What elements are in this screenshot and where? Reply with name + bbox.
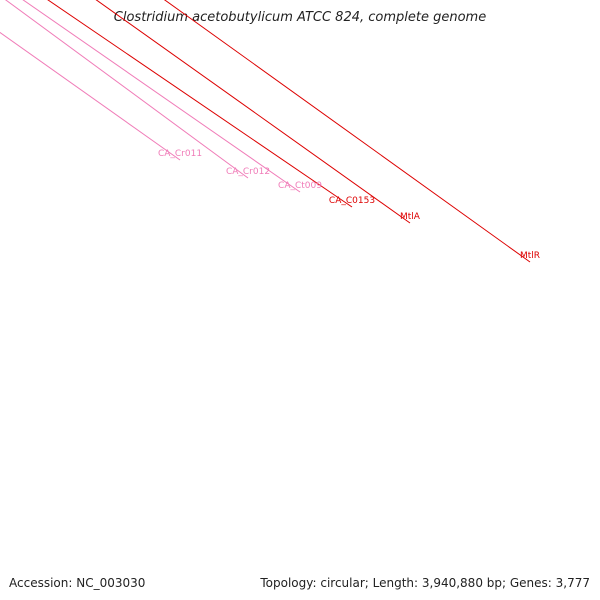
leader-line bbox=[47, 0, 353, 208]
leader-line bbox=[95, 0, 411, 224]
gene-label: CA_Cr012 bbox=[226, 167, 270, 177]
leader-line bbox=[5, 0, 249, 179]
map-title: Clostridium acetobutylicum ATCC 824, com… bbox=[113, 10, 487, 25]
gene-labels: CA_Cr011 CA_Cr012 CA_Ct009 CA_C0153 MtlA MtlR bbox=[158, 149, 540, 261]
gene-label: MtlA bbox=[400, 212, 421, 222]
leader-line bbox=[22, 0, 301, 193]
leader-line bbox=[0, 31, 181, 161]
gene-label: CA_Cr011 bbox=[158, 149, 202, 159]
label-leaders bbox=[0, 0, 531, 263]
leader-line bbox=[163, 0, 531, 263]
topology-text: Topology: circular; Length: 3,940,880 bp… bbox=[260, 576, 590, 590]
gene-label: CA_Ct009 bbox=[278, 181, 322, 191]
gene-label: MtlR bbox=[520, 251, 540, 261]
gene-label: CA_C0153 bbox=[329, 196, 375, 206]
accession-text: Accession: NC_003030 bbox=[9, 576, 146, 590]
